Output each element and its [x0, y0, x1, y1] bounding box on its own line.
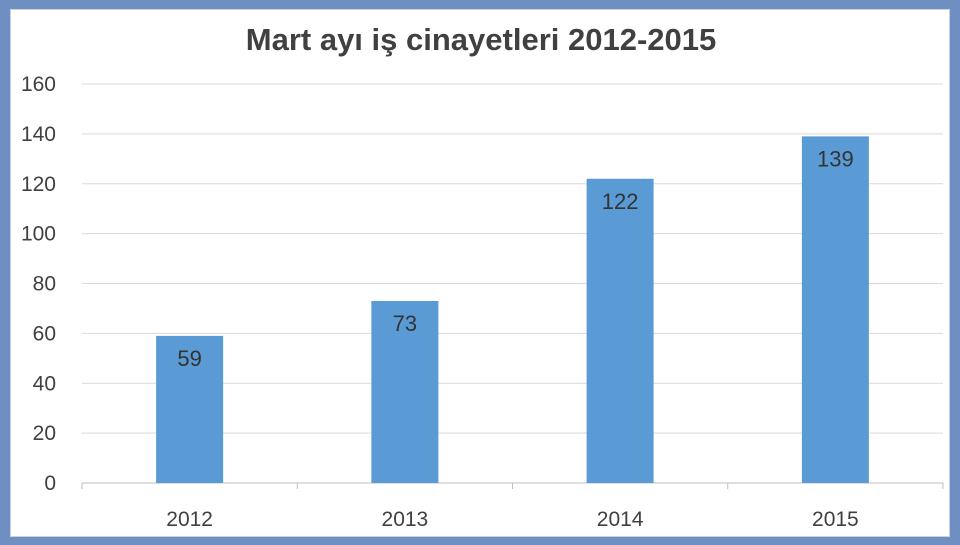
x-tick-label: 2012 — [166, 508, 213, 531]
data-label-2012: 59 — [177, 346, 201, 371]
y-axis-tick-labels: 0 20 40 60 80 100 120 140 160 — [21, 73, 56, 495]
gridlines — [81, 83, 944, 489]
x-axis-tick-labels: 2012 2013 2014 2015 — [166, 508, 858, 531]
data-label-2015: 139 — [817, 146, 854, 171]
x-tick-label: 2013 — [382, 508, 429, 531]
bar-2014 — [586, 178, 654, 483]
y-tick-label: 20 — [33, 422, 56, 445]
bar-2015 — [801, 136, 869, 483]
bar-2013 — [371, 300, 439, 483]
y-tick-label: 120 — [21, 173, 56, 196]
x-tick-label: 2015 — [812, 508, 859, 531]
data-label-2014: 122 — [602, 189, 639, 214]
y-tick-label: 100 — [21, 223, 56, 246]
data-labels: 59 73 122 139 — [177, 146, 853, 371]
bar-2012 — [156, 335, 224, 483]
y-tick-label: 140 — [21, 123, 56, 146]
data-label-2013: 73 — [393, 311, 417, 336]
chart-title: Mart ayı iş cinayetleri 2012-2015 — [246, 22, 716, 57]
bars — [156, 136, 869, 483]
x-tick-label: 2014 — [597, 508, 644, 531]
y-tick-label: 60 — [33, 322, 56, 345]
y-tick-label: 0 — [44, 472, 56, 495]
y-tick-label: 80 — [33, 273, 56, 296]
y-tick-label: 160 — [21, 73, 56, 96]
y-tick-label: 40 — [33, 372, 56, 395]
